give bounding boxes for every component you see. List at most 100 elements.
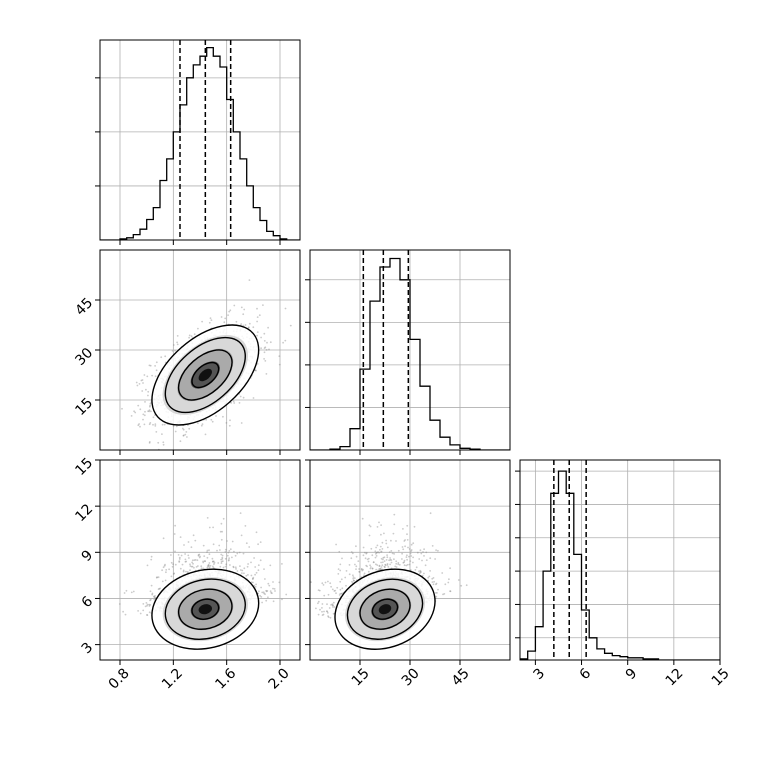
scatter-point	[208, 549, 210, 552]
scatter-point	[238, 551, 241, 554]
scatter-point	[179, 567, 182, 570]
scatter-point	[387, 566, 390, 568]
scatter-point	[162, 441, 165, 444]
scatter-point	[208, 553, 211, 556]
scatter-point	[174, 524, 177, 527]
scatter-point	[402, 561, 405, 564]
contour-line	[151, 324, 260, 426]
scatter-point	[337, 573, 340, 575]
scatter-point	[457, 579, 460, 581]
scatter-point	[317, 600, 320, 603]
scatter-point	[149, 402, 152, 405]
scatter-point	[212, 565, 214, 568]
scatter-point	[180, 554, 183, 557]
scatter-point	[262, 304, 264, 306]
scatter-point	[212, 560, 214, 563]
scatter-point	[231, 540, 234, 543]
scatter-point	[389, 557, 391, 559]
scatter-point	[269, 590, 272, 592]
scatter-point	[421, 559, 423, 562]
scatter-point	[418, 572, 421, 575]
y-tick-label: 9	[79, 547, 97, 565]
scatter-point	[429, 512, 432, 515]
scatter-point	[150, 584, 153, 587]
scatter-point	[228, 424, 231, 427]
scatter-point	[260, 586, 262, 589]
scatter-point	[267, 596, 269, 599]
scatter-point	[368, 534, 371, 537]
scatter-point	[423, 555, 425, 557]
scatter-point	[388, 559, 390, 562]
contour-line	[177, 588, 233, 630]
scatter-point	[358, 570, 361, 573]
scatter-point	[382, 558, 384, 561]
scatter-point	[130, 415, 133, 417]
scatter-point	[154, 375, 157, 378]
scatter-point	[178, 561, 181, 563]
scatter-point	[152, 423, 154, 426]
scatter-point	[239, 565, 241, 567]
scatter-point	[393, 513, 396, 516]
scatter-point	[363, 572, 366, 575]
scatter-point	[212, 566, 215, 569]
scatter-point	[210, 418, 213, 421]
scatter-point	[228, 550, 231, 552]
scatter-point	[372, 561, 375, 563]
x-tick-label: 9	[623, 665, 641, 683]
scatter-point	[355, 568, 357, 570]
scatter-point	[228, 559, 230, 561]
scatter-point	[376, 564, 379, 566]
scatter-point	[362, 546, 365, 549]
scatter-point	[207, 564, 210, 567]
scatter-point	[322, 584, 325, 586]
scatter-point	[188, 427, 191, 430]
scatter-point	[199, 555, 202, 558]
scatter-point	[227, 551, 230, 554]
scatter-point	[225, 563, 228, 566]
scatter-point	[223, 321, 226, 324]
scatter-point	[140, 379, 143, 382]
scatter-point	[220, 553, 223, 556]
scatter-point	[159, 587, 162, 590]
scatter-point	[389, 558, 392, 561]
scatter-point	[379, 567, 382, 570]
scatter-point	[257, 564, 260, 567]
density-fill	[378, 604, 392, 615]
scatter-point	[391, 552, 394, 555]
scatter-point	[375, 568, 378, 571]
scatter-point	[406, 554, 408, 557]
scatter-point	[143, 423, 146, 426]
scatter-point	[124, 613, 127, 616]
scatter-point	[246, 565, 249, 568]
scatter-point	[189, 565, 192, 567]
scatter-point	[355, 555, 358, 558]
scatter-point	[193, 333, 196, 336]
density-fill	[198, 604, 213, 615]
scatter-point	[364, 557, 367, 560]
scatter-point	[269, 564, 272, 567]
scatter-point	[248, 322, 251, 325]
scatter-point	[281, 598, 283, 601]
scatter-point	[368, 524, 371, 527]
scatter-point	[265, 589, 267, 592]
scatter-point	[197, 327, 199, 330]
scatter-point	[332, 612, 335, 615]
scatter-point	[381, 561, 384, 564]
scatter-point	[321, 607, 323, 609]
scatter-point	[220, 562, 223, 564]
x-tick-label: 45	[449, 665, 473, 689]
scatter-point	[204, 560, 206, 563]
scatter-point	[220, 522, 223, 525]
scatter-point	[157, 576, 160, 579]
scatter-point	[255, 531, 258, 534]
scatter-point	[322, 613, 325, 616]
scatter-point	[217, 562, 220, 564]
scatter-point	[365, 551, 368, 554]
scatter-point	[465, 584, 468, 587]
scatter-point	[435, 583, 437, 586]
scatter-point	[272, 581, 274, 583]
scatter-point	[272, 587, 274, 590]
scatter-point	[412, 561, 414, 564]
scatter-point	[208, 566, 211, 569]
